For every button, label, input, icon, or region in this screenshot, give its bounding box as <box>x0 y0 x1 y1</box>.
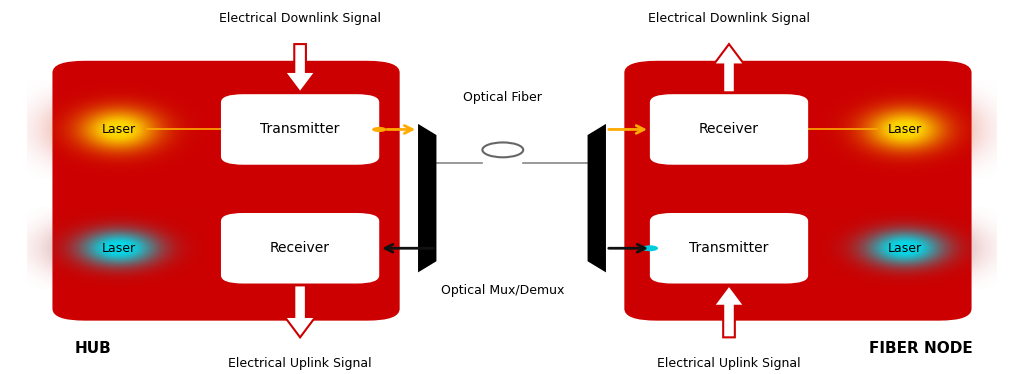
Text: HUB: HUB <box>75 341 112 356</box>
Text: Laser: Laser <box>101 123 136 136</box>
Polygon shape <box>588 124 606 272</box>
Text: Electrical Uplink Signal: Electrical Uplink Signal <box>657 357 801 370</box>
Text: Laser: Laser <box>101 242 136 255</box>
Polygon shape <box>714 44 744 92</box>
Text: Optical Fiber: Optical Fiber <box>464 91 543 104</box>
Text: Electrical Uplink Signal: Electrical Uplink Signal <box>228 357 372 370</box>
Polygon shape <box>418 124 436 272</box>
Text: Laser: Laser <box>888 123 923 136</box>
Text: Receiver: Receiver <box>699 122 759 137</box>
FancyBboxPatch shape <box>625 61 972 321</box>
FancyBboxPatch shape <box>650 94 808 165</box>
Text: Receiver: Receiver <box>270 241 330 255</box>
Polygon shape <box>285 44 315 92</box>
Text: FIBER NODE: FIBER NODE <box>868 341 973 356</box>
Circle shape <box>482 142 523 157</box>
FancyBboxPatch shape <box>221 213 379 283</box>
Polygon shape <box>285 285 315 337</box>
Text: Electrical Downlink Signal: Electrical Downlink Signal <box>219 12 381 25</box>
Text: Laser: Laser <box>888 242 923 255</box>
Text: Transmitter: Transmitter <box>689 241 769 255</box>
Text: Electrical Downlink Signal: Electrical Downlink Signal <box>648 12 810 25</box>
FancyBboxPatch shape <box>221 94 379 165</box>
Text: Optical Mux/Demux: Optical Mux/Demux <box>441 285 564 297</box>
Text: Transmitter: Transmitter <box>260 122 340 137</box>
FancyBboxPatch shape <box>52 61 399 321</box>
Polygon shape <box>714 285 744 337</box>
Circle shape <box>642 245 658 251</box>
Circle shape <box>372 127 386 132</box>
FancyBboxPatch shape <box>650 213 808 283</box>
